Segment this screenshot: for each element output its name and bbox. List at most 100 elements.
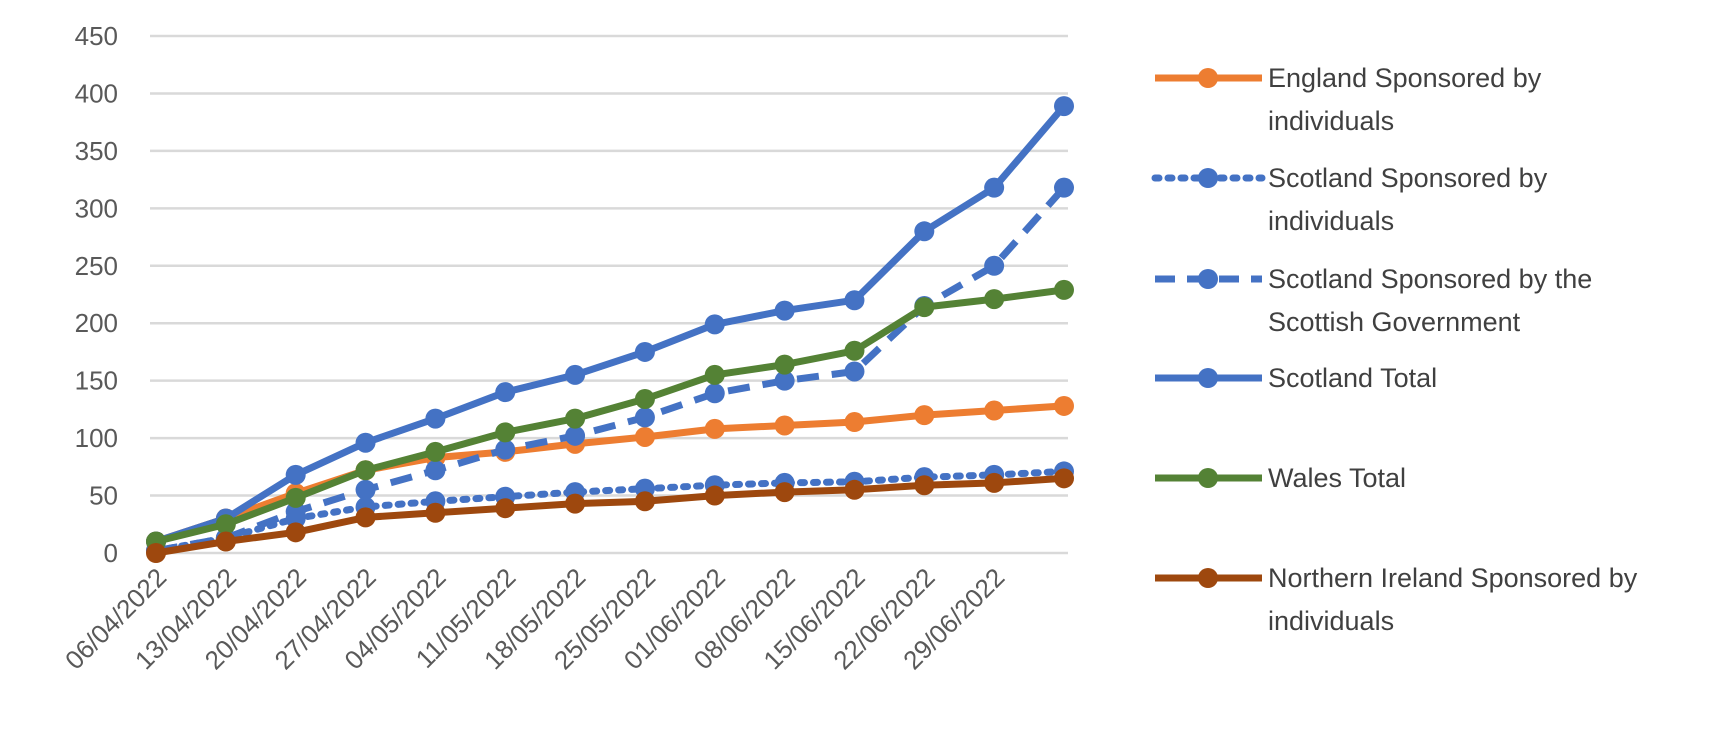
data-point xyxy=(215,514,236,535)
y-tick-label: 250 xyxy=(75,251,118,281)
y-tick-label: 350 xyxy=(75,136,118,166)
legend-label: individuals xyxy=(1268,206,1394,236)
data-point xyxy=(844,340,865,361)
data-point xyxy=(984,400,1005,421)
legend-swatch-marker xyxy=(1198,68,1218,88)
data-point xyxy=(565,493,586,514)
legend-label: Scotland Sponsored by the xyxy=(1268,264,1592,294)
legend-swatch-marker xyxy=(1198,168,1218,188)
data-point xyxy=(495,422,516,443)
data-point xyxy=(355,507,376,528)
data-point xyxy=(914,221,935,242)
data-point xyxy=(634,491,655,512)
legend-label: Scotland Sponsored by xyxy=(1268,163,1548,193)
data-point xyxy=(215,531,236,552)
data-point xyxy=(285,464,306,485)
y-tick-label: 200 xyxy=(75,308,118,338)
legend: England Sponsored byindividualsScotland … xyxy=(1151,63,1638,636)
data-point xyxy=(425,408,446,429)
data-point xyxy=(984,177,1005,198)
data-point xyxy=(774,354,795,375)
data-point xyxy=(634,426,655,447)
legend-swatch-marker xyxy=(1198,269,1218,289)
data-point xyxy=(565,408,586,429)
data-point xyxy=(355,479,376,500)
series-line xyxy=(152,467,1068,555)
series-line xyxy=(154,402,1065,545)
y-axis: 0 50 100 150 200 250 300 350 400 450 xyxy=(75,21,118,568)
series-line xyxy=(155,185,1067,555)
data-point xyxy=(565,364,586,385)
data-point xyxy=(146,543,166,563)
data-point xyxy=(774,482,795,503)
data-point xyxy=(425,502,446,523)
data-point xyxy=(565,425,586,446)
data-point xyxy=(1054,96,1074,117)
data-point xyxy=(634,389,655,410)
y-tick-label: 50 xyxy=(89,481,118,511)
y-tick-label: 300 xyxy=(75,193,118,223)
data-point xyxy=(844,290,865,311)
legend-swatch-marker xyxy=(1198,468,1218,488)
legend-item-3: Scotland Total xyxy=(1155,363,1437,393)
data-point xyxy=(914,405,935,426)
data-point xyxy=(984,255,1005,276)
data-point xyxy=(774,415,795,436)
data-point xyxy=(1054,395,1074,416)
legend-item-0: England Sponsored by individuals xyxy=(1155,63,1542,136)
data-point xyxy=(914,297,935,318)
legend-label: individuals xyxy=(1268,606,1394,636)
data-point xyxy=(355,460,376,481)
legend-item-1: Scotland Sponsored by individuals xyxy=(1151,163,1548,236)
data-point xyxy=(285,487,306,508)
data-point xyxy=(1054,468,1074,489)
x-axis: 06/04/202213/04/202220/04/202227/04/2022… xyxy=(59,562,1010,675)
legend-label: Wales Total xyxy=(1268,463,1406,493)
data-point xyxy=(425,441,446,462)
series-line xyxy=(155,474,1065,557)
data-point xyxy=(495,382,516,403)
data-point xyxy=(1054,177,1074,198)
legend-label: Northern Ireland Sponsored by xyxy=(1268,563,1638,593)
legend-swatch-marker xyxy=(1198,368,1218,388)
series-line xyxy=(154,103,1067,545)
data-point xyxy=(704,485,725,506)
y-tick-label: 150 xyxy=(75,366,118,396)
data-point xyxy=(844,479,865,500)
data-point xyxy=(495,498,516,519)
data-point xyxy=(285,522,306,543)
series-1 xyxy=(146,461,1074,561)
data-point xyxy=(634,407,655,428)
data-point xyxy=(914,475,935,496)
series-5 xyxy=(146,468,1074,563)
data-point xyxy=(495,439,516,460)
data-point xyxy=(704,418,725,439)
legend-label: England Sponsored by xyxy=(1268,63,1542,93)
y-tick-label: 100 xyxy=(75,423,118,453)
data-point xyxy=(425,460,446,481)
data-point xyxy=(844,361,865,382)
y-tick-label: 450 xyxy=(75,21,118,51)
data-point xyxy=(984,472,1005,493)
y-tick-label: 400 xyxy=(75,78,118,108)
data-point xyxy=(355,432,376,453)
legend-label: individuals xyxy=(1268,106,1394,136)
legend-item-5: Northern Ireland Sponsored by individuals xyxy=(1155,563,1638,636)
data-point xyxy=(1054,279,1074,300)
data-point xyxy=(844,412,865,433)
data-point xyxy=(704,314,725,335)
series-line xyxy=(155,286,1065,545)
y-tick-label: 0 xyxy=(104,538,118,568)
data-point xyxy=(704,383,725,404)
data-point xyxy=(285,501,306,522)
legend-item-2: Scotland Sponsored by the Scottish Govern… xyxy=(1155,264,1592,337)
data-point xyxy=(774,300,795,321)
series-group xyxy=(146,96,1074,563)
legend-item-4: Wales Total xyxy=(1155,463,1406,493)
legend-label: Scottish Government xyxy=(1268,307,1521,337)
legend-label: Scotland Total xyxy=(1268,363,1437,393)
legend-swatch-marker xyxy=(1198,568,1218,588)
data-point xyxy=(634,341,655,362)
data-point xyxy=(984,289,1005,310)
